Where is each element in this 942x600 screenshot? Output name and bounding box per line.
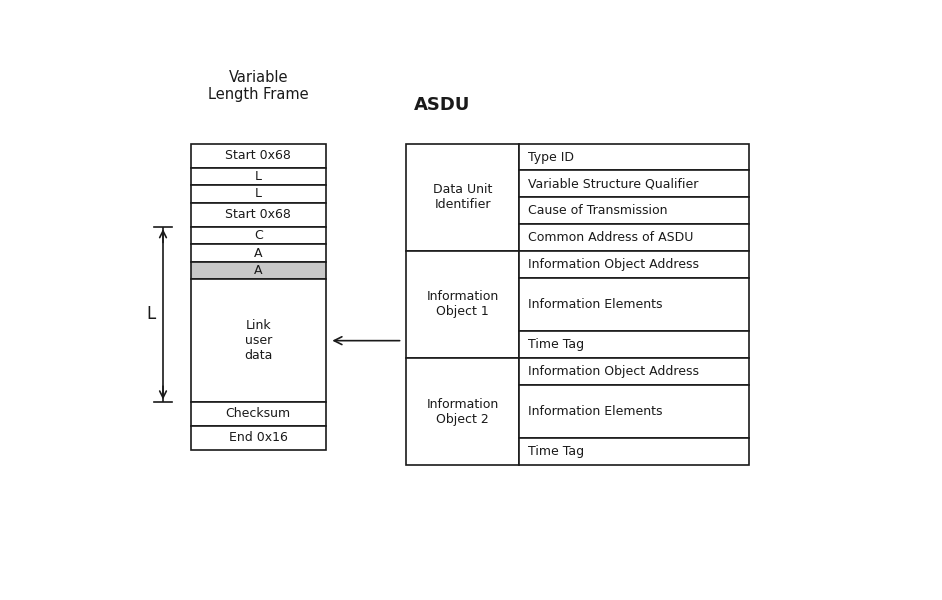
Text: Information
Object 1: Information Object 1 <box>427 290 499 319</box>
Bar <box>519 358 749 385</box>
Text: Information Elements: Information Elements <box>528 405 662 418</box>
Text: Data Unit
Identifier: Data Unit Identifier <box>433 183 493 211</box>
Text: ASDU: ASDU <box>414 95 470 113</box>
Bar <box>519 224 749 251</box>
Bar <box>519 251 749 278</box>
Bar <box>519 170 749 197</box>
Bar <box>519 143 749 170</box>
Bar <box>519 385 749 439</box>
Text: Information Object Address: Information Object Address <box>528 365 699 378</box>
Bar <box>190 167 326 185</box>
Bar <box>406 251 519 358</box>
Bar <box>519 278 749 331</box>
Text: C: C <box>254 229 263 242</box>
Bar <box>190 426 326 450</box>
Text: Information
Object 2: Information Object 2 <box>427 398 499 425</box>
Text: Cause of Transmission: Cause of Transmission <box>528 204 668 217</box>
Text: End 0x16: End 0x16 <box>229 431 287 445</box>
Bar <box>519 197 749 224</box>
Bar <box>190 203 326 227</box>
Bar <box>190 280 326 402</box>
Text: Information Elements: Information Elements <box>528 298 662 311</box>
Text: Time Tag: Time Tag <box>528 338 584 351</box>
Bar <box>190 185 326 203</box>
Text: Common Address of ASDU: Common Address of ASDU <box>528 231 693 244</box>
Bar <box>190 402 326 426</box>
Text: Information Object Address: Information Object Address <box>528 257 699 271</box>
Text: A: A <box>254 247 263 260</box>
Text: Variable Structure Qualifier: Variable Structure Qualifier <box>528 178 698 190</box>
Bar <box>190 262 326 280</box>
Text: A: A <box>254 264 263 277</box>
Text: L: L <box>147 305 156 323</box>
Text: Time Tag: Time Tag <box>528 445 584 458</box>
Text: Type ID: Type ID <box>528 151 574 164</box>
Text: Variable
Length Frame: Variable Length Frame <box>208 70 309 102</box>
Bar <box>519 331 749 358</box>
Text: Start 0x68: Start 0x68 <box>225 149 291 162</box>
Bar <box>519 439 749 465</box>
Bar <box>190 244 326 262</box>
Text: Checksum: Checksum <box>226 407 291 421</box>
Text: L: L <box>254 170 262 183</box>
Bar <box>190 227 326 244</box>
Text: Start 0x68: Start 0x68 <box>225 208 291 221</box>
Text: Link
user
data: Link user data <box>244 319 272 362</box>
Bar <box>406 143 519 251</box>
Bar <box>190 143 326 167</box>
Bar <box>406 358 519 465</box>
Text: L: L <box>254 187 262 200</box>
